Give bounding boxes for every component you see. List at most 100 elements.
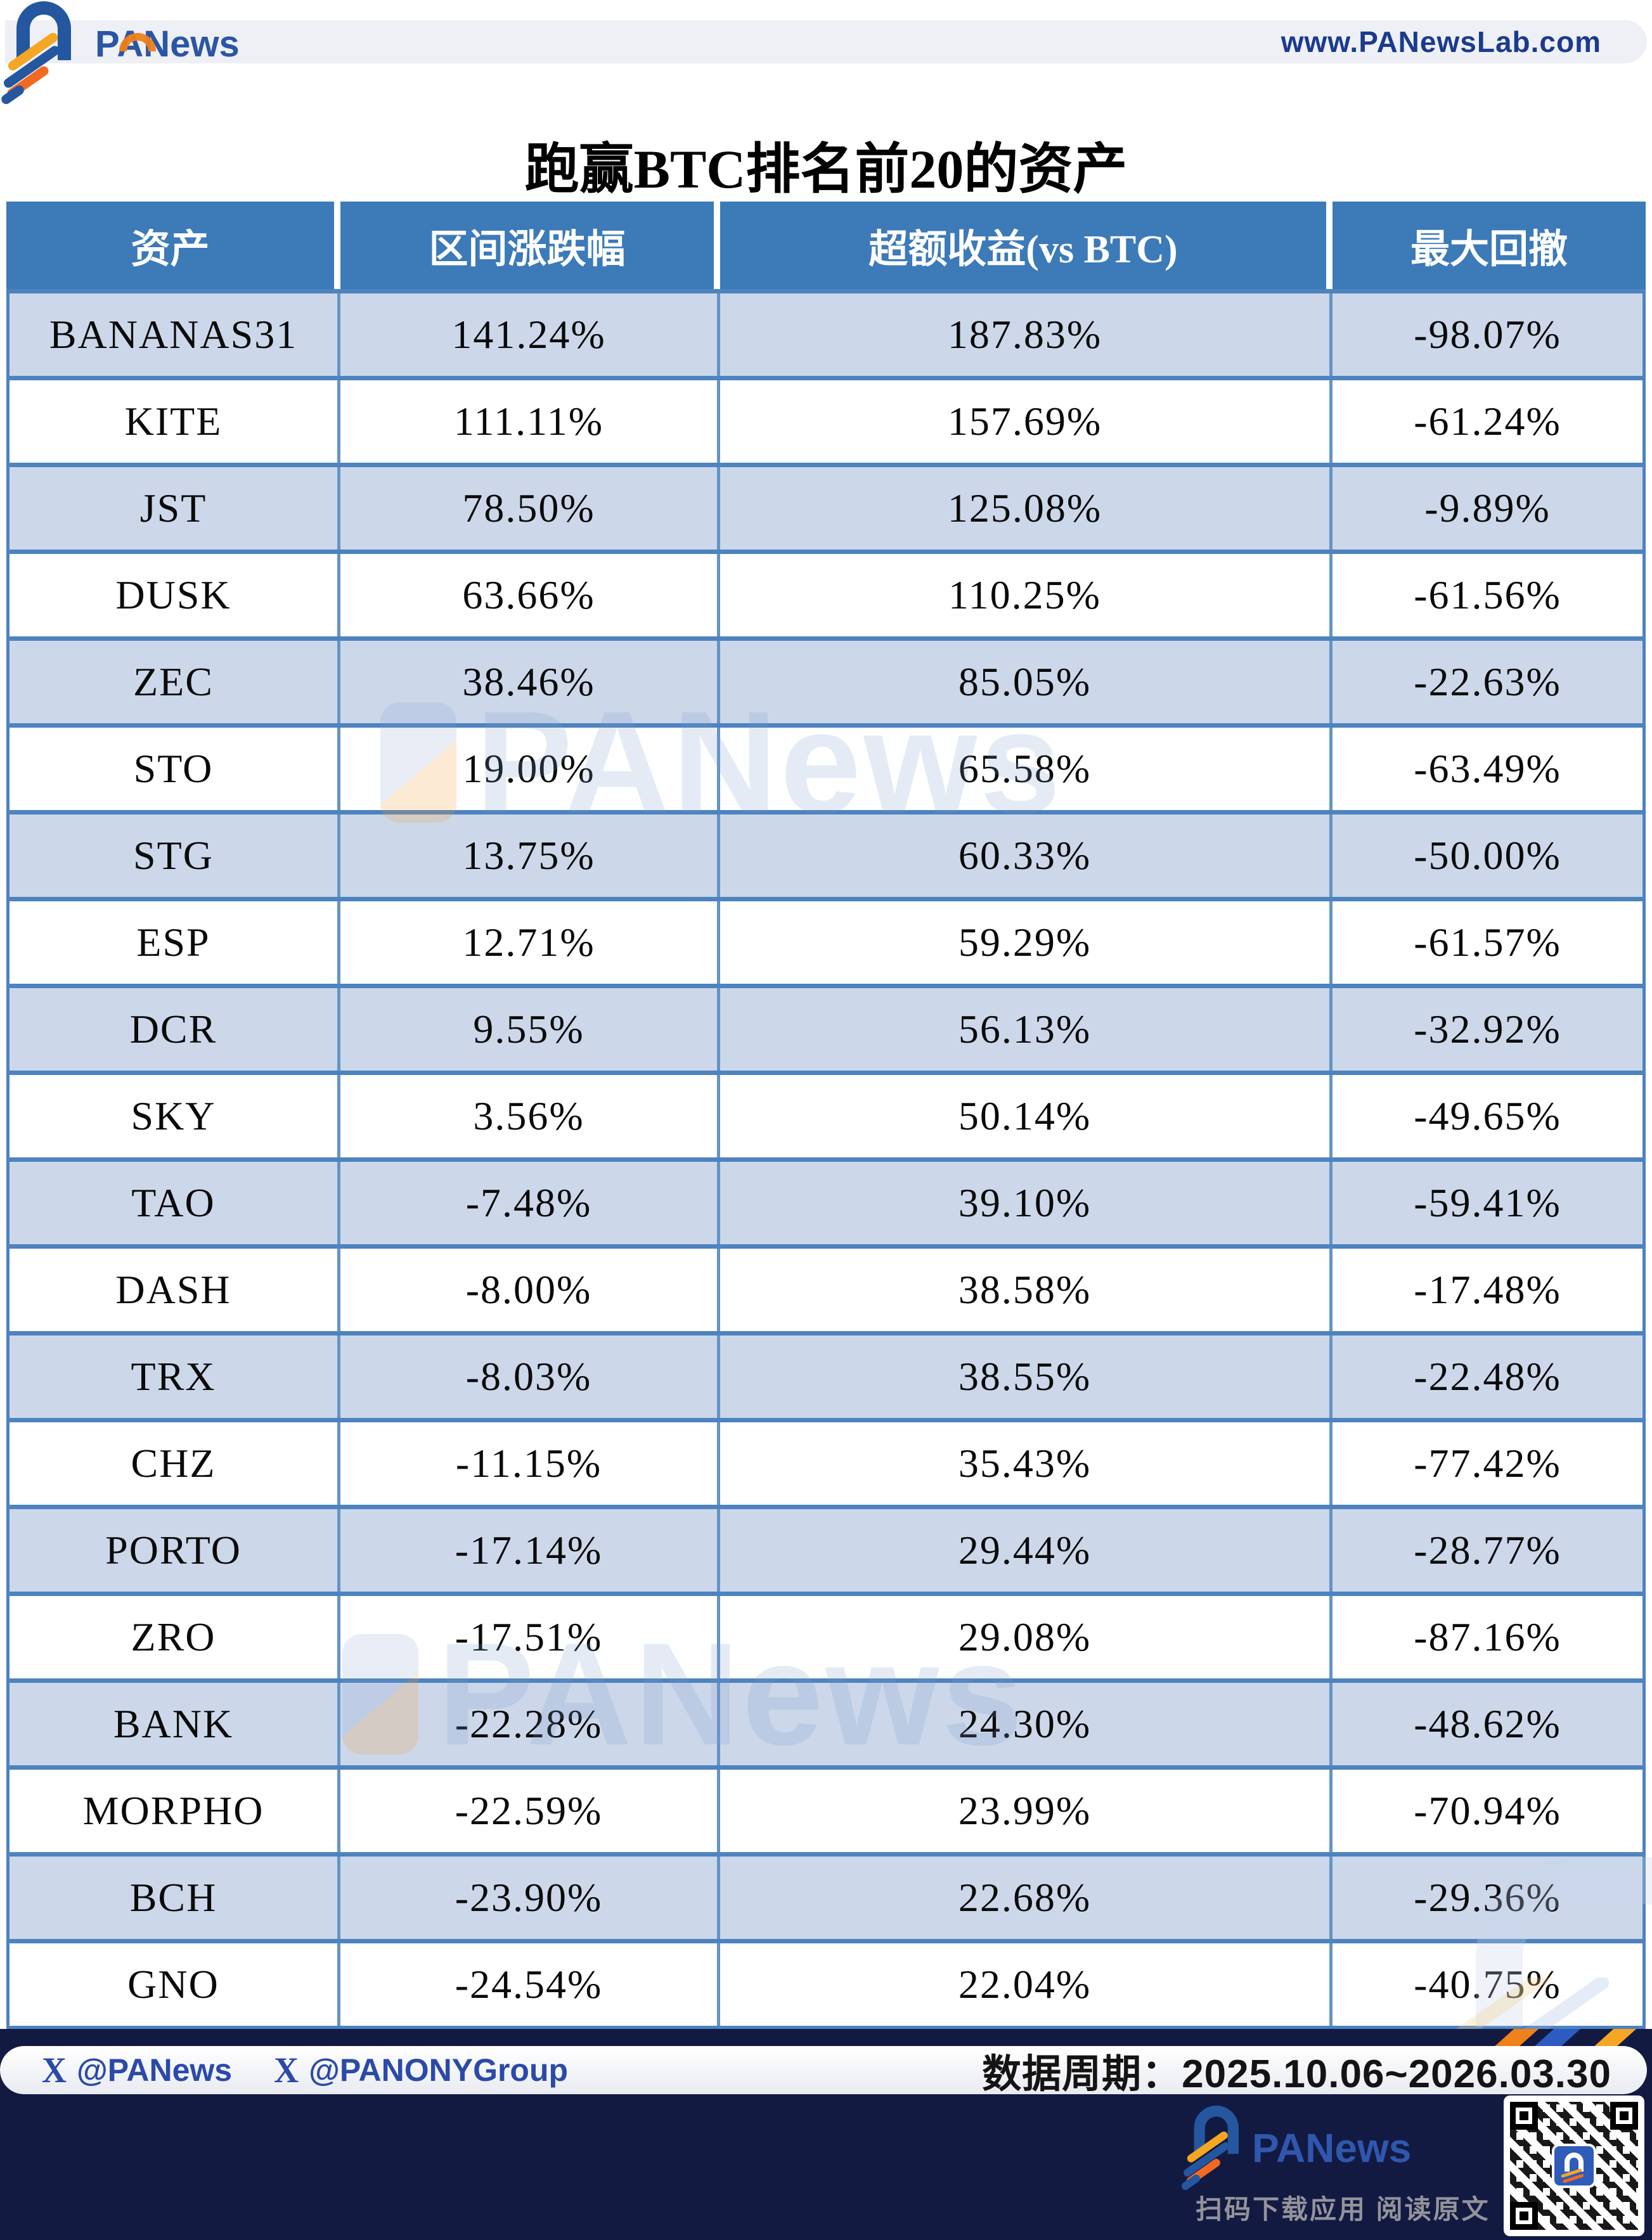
table-row: BANK -22.28% 24.30% -48.62% [10, 1678, 1642, 1765]
asset-cell: DCR [129, 1007, 217, 1052]
value-cell: -32.92% [1329, 988, 1642, 1071]
header-cell-change: 区间涨跌幅 [334, 202, 714, 289]
table-row: TRX -8.03% 38.55% -22.48% [10, 1331, 1642, 1418]
value-cell: 111.11% [337, 380, 717, 463]
value-cell: 78.50% [337, 467, 717, 550]
qr-code [1504, 2095, 1644, 2236]
value-cell: 60.33% [717, 814, 1329, 897]
value-cell: -50.00% [1329, 814, 1642, 897]
brand-logo-icon [0, 1, 90, 106]
asset-cell: DUSK [115, 572, 231, 617]
table-row: TAO -7.48% 39.10% -59.41% [10, 1157, 1642, 1244]
table-row: DCR 9.55% 56.13% -32.92% [10, 984, 1642, 1071]
value-cell: -17.14% [337, 1509, 717, 1592]
value-cell: -22.59% [337, 1770, 717, 1852]
data-table: 资产 区间涨跌幅 超额收益(vs BTC) 最大回撤 BANANAS31 141.… [6, 202, 1646, 2029]
value-cell: 29.08% [717, 1596, 1329, 1678]
value-cell: -49.65% [1329, 1075, 1642, 1157]
value-cell: -22.48% [1329, 1336, 1642, 1418]
table-body: BANANAS31 141.24% 187.83% -98.07% KITE 111.11… [6, 289, 1646, 2029]
social-handle-panews: X @PANews [42, 2050, 233, 2090]
value-cell: 13.75% [337, 814, 717, 897]
asset-cell: CHZ [131, 1441, 216, 1486]
value-cell: -77.42% [1329, 1422, 1642, 1505]
value-cell: -24.54% [337, 1943, 717, 2026]
value-cell: -17.51% [337, 1596, 717, 1678]
value-cell: -9.89% [1329, 467, 1642, 550]
value-cell: 9.55% [337, 988, 717, 1071]
value-cell: 141.24% [337, 293, 717, 376]
ghost-logo-icon [1373, 1851, 1652, 2027]
asset-cell: BANK [113, 1701, 234, 1746]
table-row: BCH -23.90% 22.68% -29.36% [10, 1852, 1642, 1939]
asset-cell: STG [133, 833, 214, 878]
asset-cell: BANANAS31 [49, 312, 298, 357]
asset-cell: DASH [115, 1267, 231, 1312]
value-cell: -7.48% [337, 1162, 717, 1244]
header-cell-excess: 超额收益(vs BTC) [714, 202, 1326, 289]
website-url: www.PANewsLab.com [1281, 25, 1601, 58]
value-cell: 22.68% [717, 1857, 1329, 1939]
value-cell: 38.46% [337, 641, 717, 723]
value-cell: 12.71% [337, 901, 717, 984]
asset-cell: ZRO [131, 1614, 216, 1659]
value-cell: 56.13% [717, 988, 1329, 1071]
value-cell: 50.14% [717, 1075, 1329, 1157]
qr-center-logo-icon [1552, 2144, 1596, 2188]
period-text: 数据周期：2025.10.06~2026.03.30 [982, 2052, 1611, 2096]
table-row: DUSK 63.66% 110.25% -61.56% [10, 550, 1642, 636]
value-cell: -61.24% [1329, 380, 1642, 463]
table-row: PORTO -17.14% 29.44% -28.77% [10, 1505, 1642, 1592]
header-cell-drawdown: 最大回撤 [1326, 202, 1646, 289]
table-row: STG 13.75% 60.33% -50.00% [10, 810, 1642, 897]
table-row: ZEC 38.46% 85.05% -22.63% [10, 636, 1642, 723]
table-row: SKY 3.56% 50.14% -49.65% [10, 1071, 1642, 1157]
value-cell: 125.08% [717, 467, 1329, 550]
value-cell: 38.58% [717, 1249, 1329, 1331]
asset-cell: KITE [124, 399, 223, 444]
scan-caption: 扫码下载应用 阅读原文 [1196, 2194, 1490, 2224]
value-cell: -22.63% [1329, 641, 1642, 723]
asset-cell: TAO [131, 1180, 216, 1225]
ghost-stripes-icon [1424, 1978, 1627, 2031]
value-cell: 19.00% [337, 728, 717, 810]
qr-finder-icon [1510, 2202, 1538, 2230]
bottom-strip: X @PANews X @PANONYGroup 数据周期：2025.10.06… [0, 2029, 1652, 2240]
table-row: GNO -24.54% 22.04% -40.75% [10, 1939, 1642, 2026]
value-cell: 187.83% [717, 293, 1329, 376]
value-cell: -70.94% [1329, 1770, 1642, 1852]
asset-cell: SKY [131, 1093, 216, 1138]
value-cell: 23.99% [717, 1770, 1329, 1852]
asset-cell: TRX [131, 1354, 216, 1399]
value-cell: 157.69% [717, 380, 1329, 463]
value-cell: -98.07% [1329, 293, 1642, 376]
table-row: ESP 12.71% 59.29% -61.57% [10, 897, 1642, 984]
value-cell: 85.05% [717, 641, 1329, 723]
table-row: KITE 111.11% 157.69% -61.24% [10, 376, 1642, 463]
value-cell: 29.44% [717, 1509, 1329, 1592]
table-row: STO 19.00% 65.58% -63.49% [10, 723, 1642, 810]
brand-wordmark: PANews [95, 23, 240, 65]
value-cell: -61.57% [1329, 901, 1642, 984]
value-cell: 3.56% [337, 1075, 717, 1157]
value-cell: 65.58% [717, 728, 1329, 810]
asset-cell: BCH [129, 1875, 217, 1920]
value-cell: -22.28% [337, 1683, 717, 1765]
footer-band: X @PANews X @PANONYGroup 数据周期：2025.10.06… [0, 2046, 1647, 2096]
table-row: DASH -8.00% 38.58% -17.48% [10, 1244, 1642, 1331]
header-bar: www.PANewsLab.com [5, 20, 1647, 63]
table-row: JST 78.50% 125.08% -9.89% [10, 463, 1642, 550]
footer-wordmark: PANews [1252, 2125, 1412, 2171]
asset-cell: STO [133, 746, 214, 791]
page-title: 跑赢BTC排名前20的资产 [524, 139, 1128, 200]
asset-cell: ESP [136, 920, 210, 965]
qr-finder-icon [1610, 2102, 1638, 2130]
value-cell: -28.77% [1329, 1509, 1642, 1592]
value-cell: -61.56% [1329, 554, 1642, 636]
value-cell: -17.48% [1329, 1249, 1642, 1331]
value-cell: -59.41% [1329, 1162, 1642, 1244]
value-cell: 39.10% [717, 1162, 1329, 1244]
table-row: CHZ -11.15% 35.43% -77.42% [10, 1418, 1642, 1505]
value-cell: -23.90% [337, 1857, 717, 1939]
